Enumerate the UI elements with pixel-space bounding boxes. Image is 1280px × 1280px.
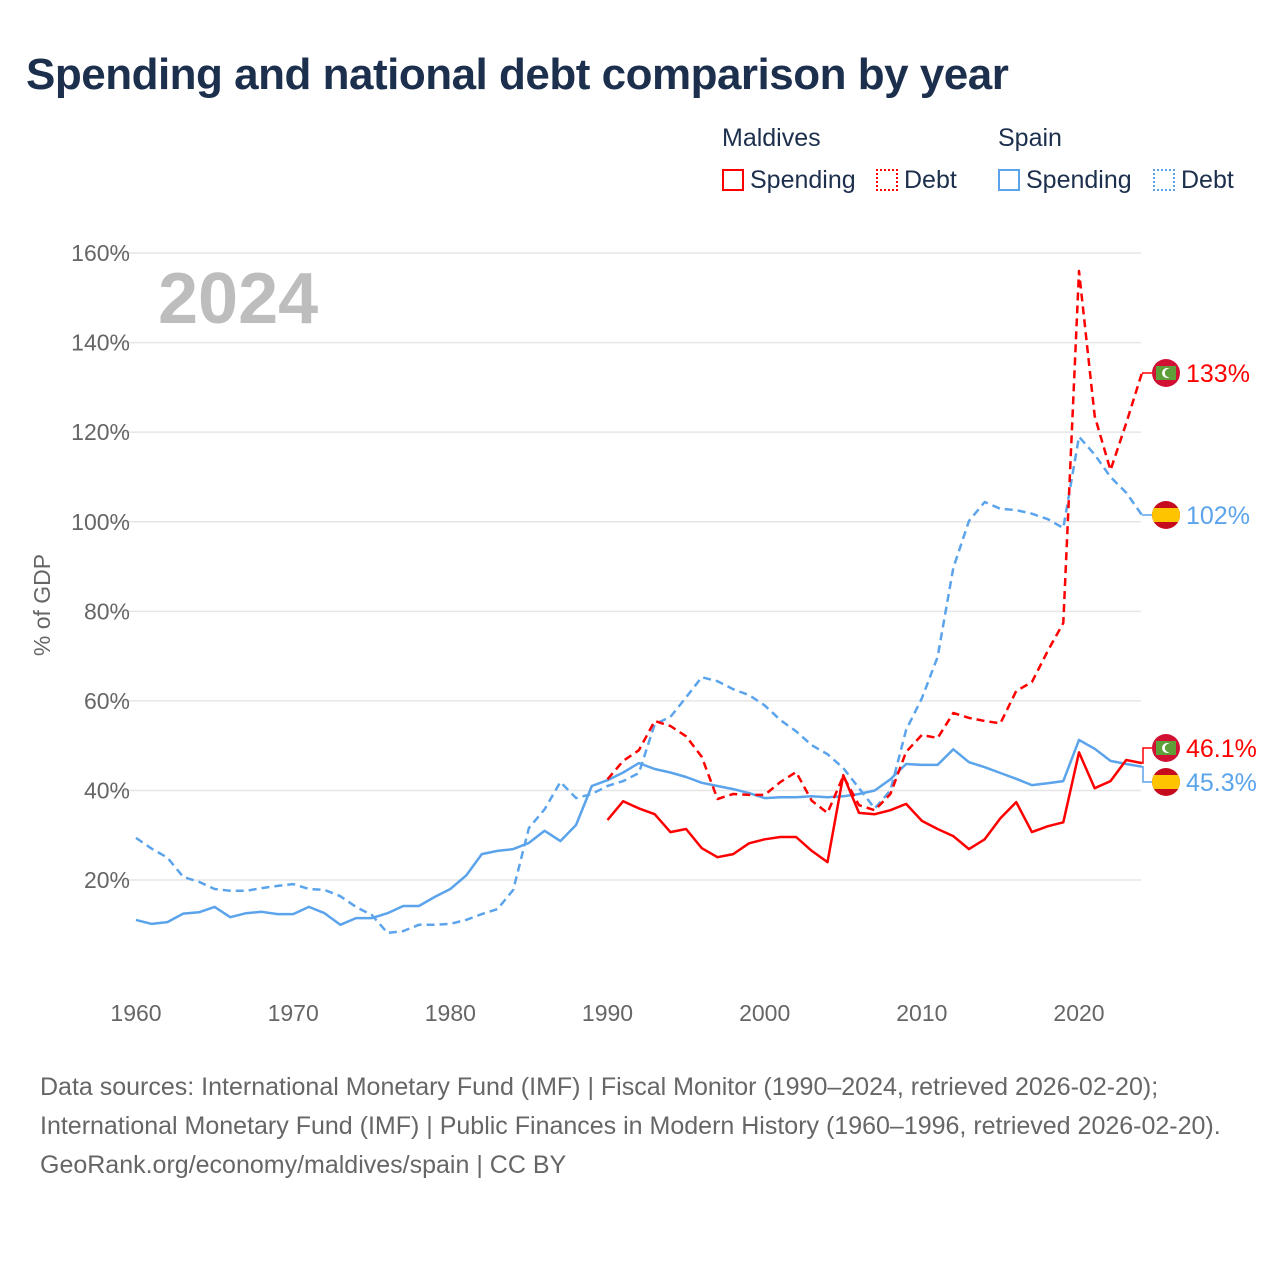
end-value-label: 45.3%	[1186, 769, 1257, 797]
y-axis-label: % of GDP	[29, 554, 55, 656]
legend-item-maldives-spending[interactable]: Spending	[722, 166, 856, 195]
y-tick-label: 80%	[84, 598, 130, 624]
x-tick-label: 1970	[268, 1000, 319, 1026]
x-tick-label: 2000	[739, 1000, 790, 1026]
x-tick-label: 2020	[1053, 1000, 1104, 1026]
end-value-label: 46.1%	[1186, 735, 1257, 763]
spain-flag-icon	[1152, 768, 1180, 796]
flag-stripes	[1152, 501, 1180, 529]
chart-plot: 20% 40% 60% 80% 100% 120% 140% 160% 1960 1970 1980…	[29, 240, 1257, 1026]
crescent-cut	[1164, 743, 1174, 753]
flag-stripes	[1152, 768, 1180, 796]
maldives-flag-icon	[1152, 359, 1180, 387]
dotted-swatch-icon	[876, 169, 898, 191]
crescent-cut	[1164, 368, 1174, 378]
spain-flag-icon	[1152, 501, 1180, 529]
end-value-label: 133%	[1186, 360, 1250, 388]
spain-spending-line	[135, 738, 1143, 927]
y-tick-label: 40%	[84, 777, 130, 803]
x-tick-label: 2010	[896, 1000, 947, 1026]
y-tick-label: 120%	[71, 419, 130, 445]
legend-label: Spending	[750, 166, 856, 194]
maldives-flag-icon	[1152, 734, 1180, 762]
year-watermark: 2024	[158, 259, 318, 339]
legend-item-maldives-debt[interactable]: Debt	[876, 166, 957, 195]
flag-yellow	[1152, 508, 1180, 522]
end-label-connector	[1141, 765, 1152, 783]
attribution-link[interactable]: GeoRank.org/economy/maldives/spain | CC …	[40, 1151, 567, 1179]
legend-label: Debt	[1181, 166, 1234, 194]
y-tick-label: 60%	[84, 688, 130, 714]
x-tick-label: 1990	[582, 1000, 633, 1026]
legend-group-spain: Spain	[998, 124, 1062, 152]
y-tick-label: 140%	[71, 330, 130, 356]
legend-item-spain-spending[interactable]: Spending	[998, 166, 1132, 195]
x-tick-label: 1960	[110, 1000, 161, 1026]
legend-label: Spending	[1026, 166, 1132, 194]
flag-yellow	[1152, 775, 1180, 789]
legend-group-maldives: Maldives	[722, 124, 821, 152]
y-tick-label: 100%	[71, 509, 130, 535]
chart-title: Spending and national debt comparison by…	[26, 50, 1009, 99]
end-label-connector	[1141, 747, 1152, 764]
legend-label: Debt	[904, 166, 957, 194]
maldives-debt-line	[606, 269, 1144, 815]
end-value-label: 102%	[1186, 502, 1250, 530]
y-tick-label: 20%	[84, 867, 130, 893]
maldives-spending-line	[606, 751, 1143, 864]
legend-item-spain-debt[interactable]: Debt	[1153, 166, 1234, 195]
sources-text: Data sources: International Monetary Fun…	[40, 1073, 1221, 1140]
solid-swatch-icon	[998, 169, 1020, 191]
spain-debt-line	[135, 435, 1143, 935]
dotted-swatch-icon	[1153, 169, 1175, 191]
x-tick-label: 1980	[425, 1000, 476, 1026]
data-sources: Data sources: International Monetary Fun…	[40, 1068, 1240, 1185]
solid-swatch-icon	[722, 169, 744, 191]
y-tick-label: 160%	[71, 240, 130, 266]
